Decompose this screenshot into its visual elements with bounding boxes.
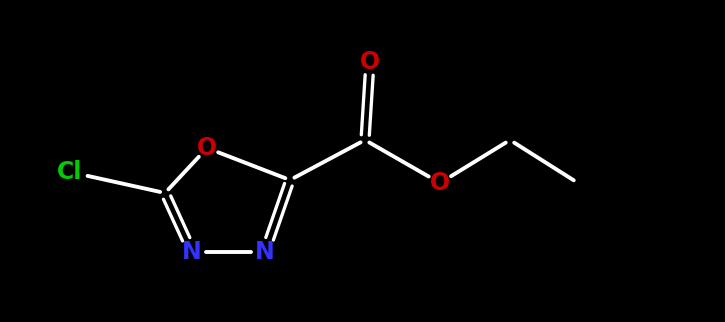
Text: N: N (255, 240, 275, 264)
Text: O: O (360, 50, 380, 74)
Text: Cl: Cl (57, 160, 83, 184)
Text: O: O (430, 171, 450, 195)
Text: N: N (182, 240, 202, 264)
Text: O: O (197, 136, 217, 160)
